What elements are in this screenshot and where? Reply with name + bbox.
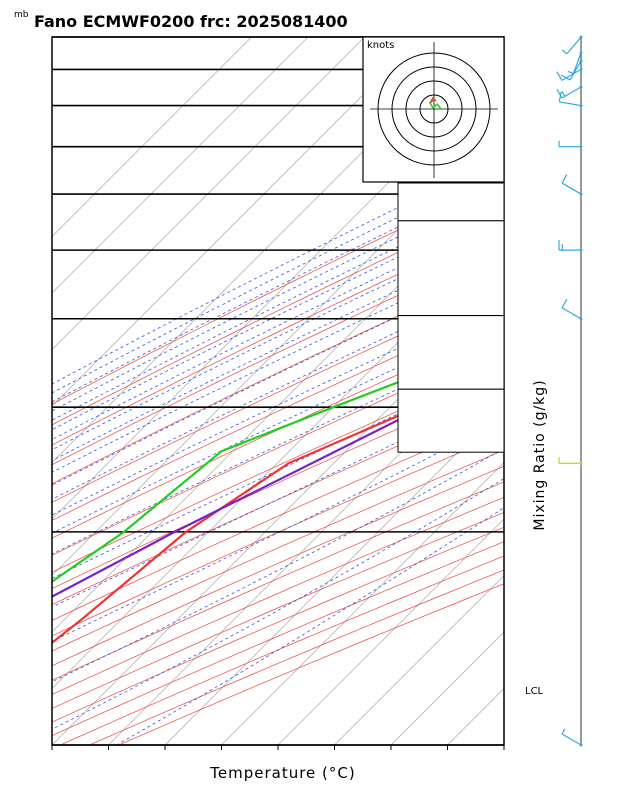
dry-adiabat (0, 37, 618, 745)
wind-barb-flag (562, 91, 565, 96)
temperature-profile (0, 37, 618, 745)
wind-barb-base (580, 744, 583, 747)
moist-adiabat (0, 37, 618, 745)
moist-adiabat (0, 37, 618, 745)
dry-adiabat (0, 37, 618, 745)
moist-adiabat (0, 37, 618, 745)
moist-adiabat (0, 37, 618, 517)
table-section (398, 183, 504, 221)
dry-adiabat (0, 37, 618, 745)
dry-adiabat (0, 37, 618, 745)
table-section (398, 316, 504, 390)
table-section (398, 389, 504, 452)
moist-adiabat (0, 37, 618, 745)
dry-adiabat (0, 37, 618, 745)
moist-adiabat (0, 37, 618, 745)
dry-adiabat (0, 37, 618, 745)
wind-barb (562, 69, 581, 80)
isotherm (0, 37, 421, 745)
wind-barb-flag (562, 729, 565, 734)
lcl-label: LCL (525, 686, 544, 697)
wind-barb (562, 308, 581, 319)
dry-adiabat (0, 37, 618, 745)
wind-barb-flag (568, 71, 574, 73)
isotherm (0, 37, 308, 745)
diagram-background-lines (0, 37, 618, 745)
isotherm (0, 37, 252, 745)
hodograph-units: knots (367, 40, 394, 51)
pressure-unit: mb (14, 10, 29, 20)
wind-barb-base (580, 85, 583, 88)
dry-adiabat (0, 37, 618, 745)
wind-barb-flag (562, 174, 567, 183)
hodograph: knots (363, 37, 504, 182)
wind-barb-base (580, 104, 583, 107)
wind-barb-base (580, 51, 583, 54)
dry-adiabat (0, 37, 618, 745)
wind-barb (562, 734, 581, 745)
wind-barb-base (580, 317, 583, 320)
hodograph-frame (363, 37, 504, 182)
moist-adiabat (0, 37, 618, 532)
isotherm (0, 37, 618, 745)
moist-adiabat (0, 37, 618, 745)
indices-table (398, 183, 504, 452)
moist-adiabat (0, 37, 618, 573)
chart-title: Fano ECMWF0200 frc: 2025081400 (34, 12, 348, 31)
wind-barb-base (580, 36, 583, 39)
wind-barb-base (580, 59, 583, 62)
isotherm (504, 37, 618, 745)
moist-adiabat (0, 37, 618, 631)
dry-adiabat (0, 37, 618, 745)
wind-barb-flag (561, 75, 570, 80)
moist-adiabat (0, 37, 618, 591)
wind-barb-base (580, 193, 583, 196)
dry-adiabat (31, 37, 618, 745)
dry-adiabat (0, 37, 618, 745)
dewpoint-profile (0, 37, 618, 745)
wind-barb-base (580, 462, 583, 465)
moist-adiabat (0, 37, 618, 716)
moist-adiabat (0, 37, 618, 664)
dry-adiabat (0, 37, 618, 745)
dry-adiabat (0, 37, 618, 745)
wind-barb-flag (562, 50, 567, 54)
table-section (398, 221, 504, 316)
isotherm (0, 37, 618, 745)
wind-barb-flag (562, 299, 567, 308)
wind-barb-base (580, 249, 583, 252)
dry-adiabat (0, 37, 618, 745)
wind-barb (567, 37, 581, 54)
dry-adiabat (2, 37, 618, 745)
wind-barb-profile (557, 36, 583, 747)
sounding-profiles (0, 37, 618, 745)
wind-barb-flag (557, 72, 562, 81)
isotherm (0, 37, 365, 745)
moist-adiabat (0, 37, 618, 610)
wind-barb (559, 102, 581, 106)
wind-barb (562, 87, 581, 98)
moist-adiabat (0, 37, 618, 745)
wind-barb-base (580, 68, 583, 71)
mixing-ratio-axis-label: Mixing Ratio (g/kg) (532, 379, 548, 530)
moist-adiabat (0, 37, 618, 745)
x-axis-label: Temperature (°C) (209, 764, 355, 782)
dry-adiabat (0, 37, 618, 745)
dry-adiabat (0, 37, 618, 745)
dry-adiabat (0, 37, 618, 745)
wind-barb (562, 183, 581, 194)
dry-adiabat (0, 37, 618, 745)
wind-barb-base (580, 145, 583, 148)
dry-adiabat (0, 37, 618, 745)
